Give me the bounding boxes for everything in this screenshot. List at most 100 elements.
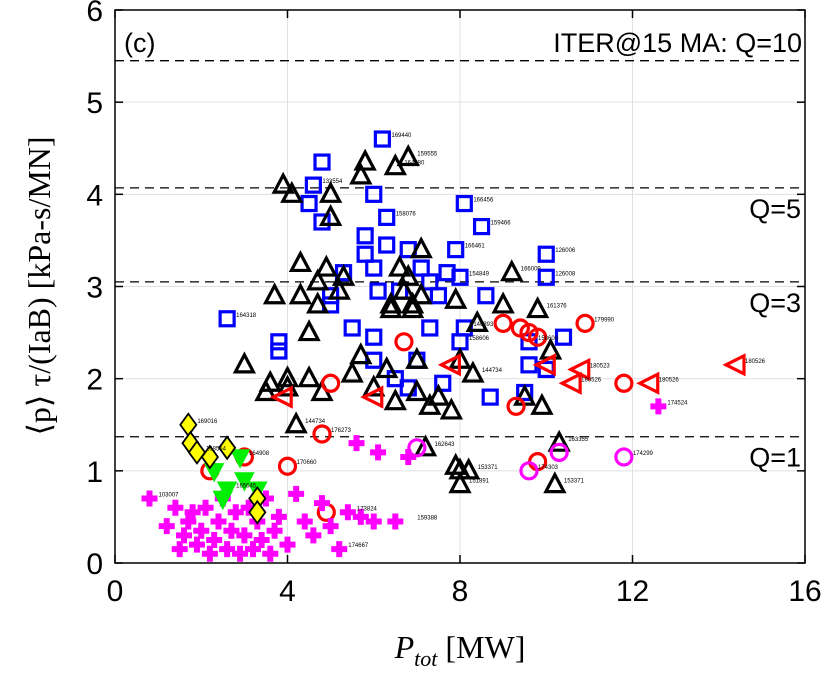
data-point-square <box>472 217 491 236</box>
data-point-square <box>421 273 439 291</box>
data-point-triangle-down <box>212 490 234 511</box>
data-point-triangle-up <box>318 180 343 203</box>
data-point-plus <box>223 522 240 539</box>
data-point-triangle-up <box>288 282 313 305</box>
y-tick-label: 4 <box>86 179 103 212</box>
data-point-triangle-up <box>413 434 438 457</box>
data-point-plus <box>387 513 404 530</box>
data-point-triangle-up <box>547 429 571 452</box>
data-point-triangle-left <box>437 353 461 377</box>
data-point-square <box>313 213 331 231</box>
x-tick-label: 8 <box>452 575 469 608</box>
shot-number-label: 159555 <box>417 151 438 157</box>
q-reference-label: Q=3 <box>749 288 801 318</box>
shot-number-label: 161376 <box>547 304 568 310</box>
data-point-plus <box>245 541 261 558</box>
data-point-triangle-up <box>426 383 451 406</box>
data-point-triangle-up <box>353 148 377 171</box>
shot-number-label: 162643 <box>435 442 456 448</box>
x-axis-title: Ptot [MW] <box>394 629 526 671</box>
y-tick-label: 6 <box>86 0 103 28</box>
data-point-plus <box>197 499 214 516</box>
shot-number-label: 164908 <box>249 451 270 457</box>
shot-number-label: 126008 <box>555 271 576 277</box>
shot-number-label: 180526 <box>581 377 602 383</box>
shot-number-label: 170660 <box>297 460 318 466</box>
data-point-square <box>304 176 322 194</box>
shot-number-label: 151891 <box>469 479 490 485</box>
data-point-diamond <box>248 499 267 525</box>
shot-number-label: 164318 <box>236 313 257 319</box>
data-point-triangle-up <box>396 144 420 167</box>
shot-number-label: 158076 <box>396 211 417 217</box>
x-tick-label: 4 <box>279 575 296 608</box>
data-point-plus <box>266 522 283 539</box>
data-point-triangle-up <box>525 296 550 319</box>
data-point-triangle-up <box>444 286 468 309</box>
data-point-triangle-up <box>297 319 321 342</box>
shot-number-label: 154849 <box>469 271 490 277</box>
shot-number-label: 165645 <box>236 483 257 489</box>
data-point-circle <box>277 456 298 476</box>
data-point-circle <box>506 396 526 416</box>
data-point-circle <box>614 447 634 467</box>
shot-number-label: 126006 <box>555 248 576 254</box>
data-point-diamond <box>218 435 237 461</box>
data-point-plus <box>296 513 313 530</box>
grid <box>114 9 806 564</box>
data-point-plus <box>331 541 348 558</box>
data-point-circle <box>528 327 548 347</box>
data-point-plus <box>167 499 184 516</box>
data-point-triangle-up <box>318 203 343 226</box>
data-point-circle <box>493 313 513 333</box>
data-point-square <box>322 287 340 305</box>
shot-number-label: 153371 <box>564 479 585 485</box>
shot-number-label: 103007 <box>159 492 180 498</box>
x-tick-label: 0 <box>107 575 124 608</box>
y-tick-label: 0 <box>86 548 103 581</box>
y-tick-label: 5 <box>86 87 103 120</box>
data-point-plus <box>348 435 365 452</box>
shot-number-label: 166461 <box>465 244 486 250</box>
data-point-square <box>300 194 318 213</box>
data-point-triangle-up <box>314 254 338 277</box>
data-point-square <box>365 185 383 203</box>
y-tick-label: 1 <box>86 456 103 489</box>
data-point-triangle-up <box>280 180 304 203</box>
data-point-square <box>386 370 404 388</box>
data-point-circle <box>549 442 569 462</box>
data-point-square <box>373 130 391 148</box>
data-point-triangle-up <box>409 236 433 259</box>
data-point-plus <box>305 527 322 544</box>
shot-number-label: 180526 <box>659 377 680 383</box>
data-point-square <box>451 268 469 286</box>
data-point-square <box>356 245 374 263</box>
data-point-triangle-left <box>567 357 591 382</box>
data-point-triangle-left <box>722 353 746 377</box>
data-point-triangle-up <box>500 259 524 282</box>
data-point-plus <box>176 527 192 544</box>
data-point-triangle-up <box>444 452 468 475</box>
data-point-triangle-left <box>636 371 660 395</box>
data-point-triangle-left <box>532 353 556 377</box>
data-point-plus <box>141 490 158 507</box>
y-tick-label: 2 <box>86 364 103 397</box>
shot-number-label: 174667 <box>348 543 369 549</box>
data-point-plus <box>339 504 356 521</box>
data-point-square <box>356 227 374 245</box>
data-point-triangle-left <box>360 385 384 409</box>
data-point-plus <box>180 513 197 530</box>
data-point-triangle-up <box>288 250 313 273</box>
data-point-triangle-up <box>232 351 257 374</box>
data-point-square <box>218 310 236 328</box>
shot-number-label: 169016 <box>197 419 218 425</box>
data-point-plus <box>650 398 667 415</box>
data-point-square <box>537 268 555 286</box>
data-point-plus <box>314 495 330 512</box>
data-point-plus <box>365 513 382 530</box>
data-point-square <box>434 374 452 392</box>
x-axis-title-unit: [MW] <box>437 629 525 665</box>
data-point-plus <box>240 499 257 516</box>
data-point-triangle-up <box>465 309 489 332</box>
